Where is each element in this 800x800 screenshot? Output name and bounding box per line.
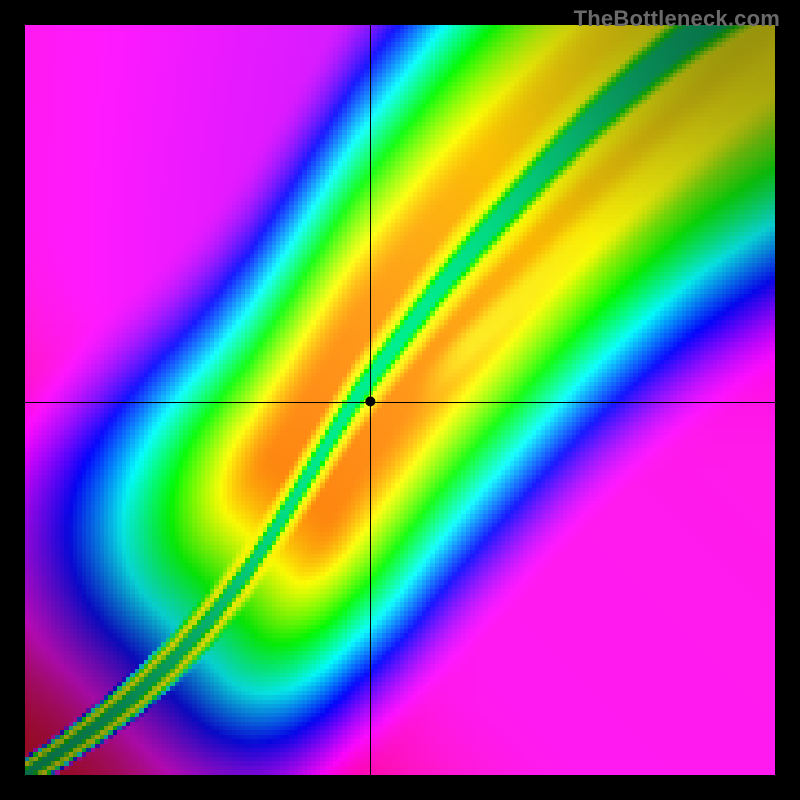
bottleneck-heatmap [0,0,800,800]
chart-container: TheBottleneck.com [0,0,800,800]
